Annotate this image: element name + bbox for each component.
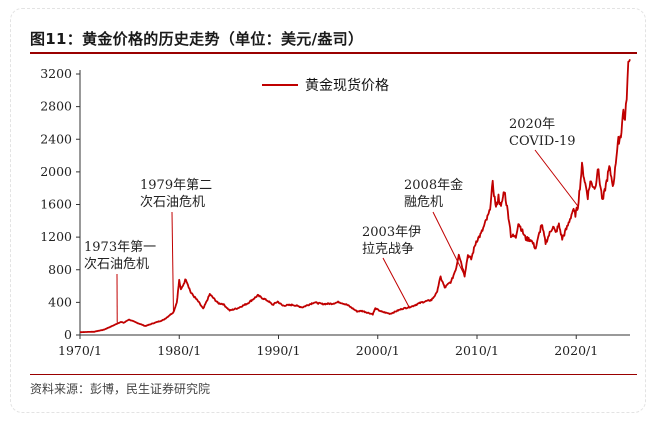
y-tick-label: 3200 <box>40 66 72 81</box>
figure-frame <box>10 8 646 413</box>
y-tick-label: 2800 <box>40 99 72 114</box>
annotation-text: 1979年第二 <box>140 178 212 193</box>
annotation: 2020年 COVID-19 <box>509 117 579 207</box>
annotation-text: 2020年 <box>509 117 555 132</box>
x-tick-label: 1980/1 <box>157 343 201 358</box>
y-tick-label: 400 <box>48 294 72 309</box>
x-tick-label: 1990/1 <box>257 343 301 358</box>
y-tick-label: 1200 <box>40 229 72 244</box>
figure-title: 图11：黄金价格的历史走势（单位：美元/盎司） <box>30 30 364 48</box>
y-tick-label: 0 <box>64 327 72 342</box>
x-tick-label: 1970/1 <box>58 343 102 358</box>
annotation-text: 2008年金 <box>404 177 463 193</box>
y-tick-label: 1600 <box>40 197 72 212</box>
annotation-text: 2003年伊 <box>362 225 421 240</box>
title-divider <box>30 52 637 54</box>
legend: 黄金现货价格 <box>262 77 389 94</box>
source-note: 资料来源：彭博，民生证券研究院 <box>30 382 211 396</box>
annotation-text: 次石油危机 <box>84 256 149 272</box>
y-tick-label: 2400 <box>40 131 72 146</box>
y-tick-label: 800 <box>48 262 72 277</box>
annotation-text: 1973年第一 <box>84 240 156 255</box>
legend-label: 黄金现货价格 <box>305 77 389 94</box>
annotation-layer: 1973年第一次石油危机1979年第二次石油危机2003年伊拉克战争2008年金… <box>84 117 579 323</box>
annotation-leader <box>432 211 466 276</box>
series-layer <box>79 58 631 334</box>
annotation-leader <box>171 211 174 313</box>
annotation-leader <box>382 257 410 308</box>
annotation-leader <box>534 149 579 207</box>
annotation-text: 融危机 <box>404 195 443 210</box>
annotation-text: 拉克战争 <box>362 242 414 257</box>
annotation-text: COVID-19 <box>509 134 576 149</box>
x-tick-label: 2020/1 <box>554 343 598 358</box>
source-divider <box>30 374 637 375</box>
annotation-text: 次石油危机 <box>140 194 205 210</box>
x-tick-label: 2010/1 <box>455 343 499 358</box>
series-line-gold-spot <box>79 58 631 334</box>
x-tick-label: 2000/1 <box>356 343 400 358</box>
chart-axes: 0 400 800 1200 1600 2000 2400 2800 3200 1970/1 198… <box>40 66 630 358</box>
y-tick-label: 2000 <box>40 164 72 179</box>
